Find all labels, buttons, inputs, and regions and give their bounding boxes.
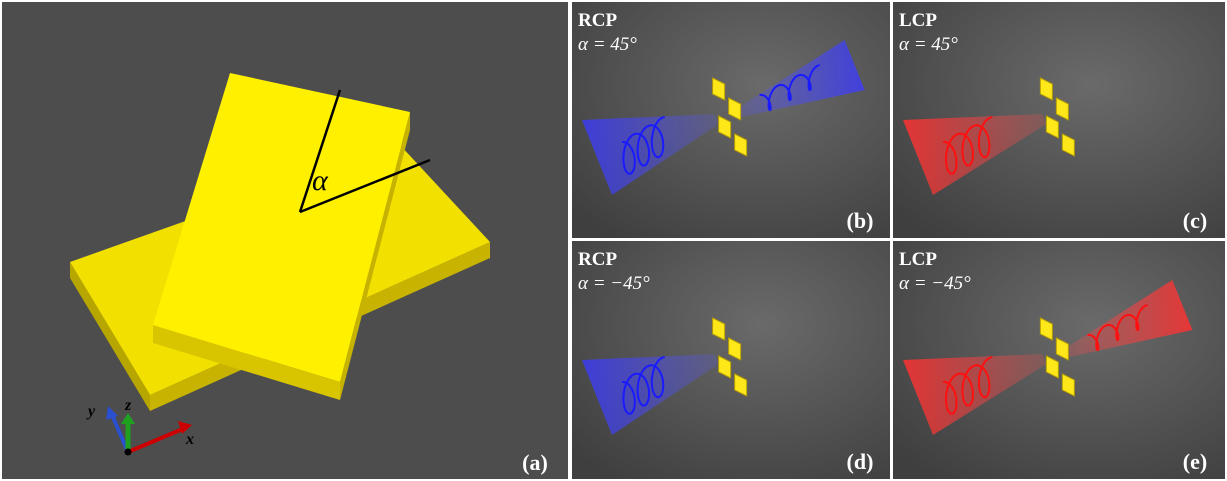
polarization: LCP xyxy=(899,249,937,270)
z-label: z xyxy=(124,397,132,414)
angle: α = −45° xyxy=(578,273,650,294)
angle-symbol: α xyxy=(312,164,329,197)
panel-label: (a) xyxy=(522,450,548,475)
angle: α = −45° xyxy=(899,273,971,294)
panel-label: (d) xyxy=(847,449,874,474)
polarization: RCP xyxy=(578,249,617,270)
x-label: x xyxy=(185,431,194,448)
figure: α x y z (a) RCP α = 45° (b) LCP α = 45° (c) RC… xyxy=(0,0,1227,481)
angle: α = 45° xyxy=(578,34,637,55)
polarization: RCP xyxy=(578,10,617,31)
polarization: LCP xyxy=(899,10,937,31)
panel-label: (b) xyxy=(847,208,874,233)
angle: α = 45° xyxy=(899,34,958,55)
origin xyxy=(125,449,132,456)
panel-label: (c) xyxy=(1183,208,1207,233)
panel-label: (e) xyxy=(1183,449,1207,474)
y-label: y xyxy=(86,403,96,420)
